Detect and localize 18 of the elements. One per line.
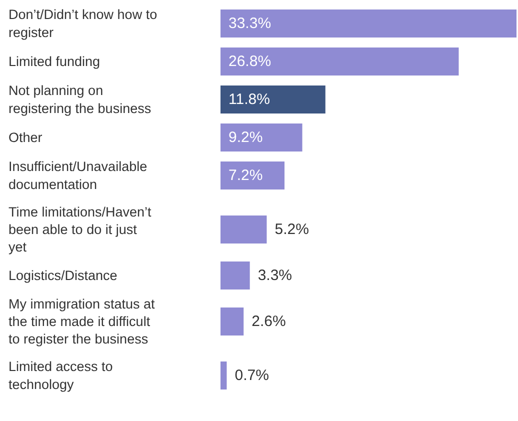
y-tick-label: Don’t/Didn’t know how to register [8, 7, 158, 40]
data-label: 2.6% [252, 313, 286, 330]
y-tick-label: Time limitations/Haven’t been able to do it just yet [8, 204, 152, 255]
y-tick-label: Insufficient/Unavailable documentation [8, 159, 148, 192]
data-label: 0.7% [234, 367, 269, 384]
data-label: 9.2% [228, 129, 263, 146]
y-tick-label: Other [8, 130, 43, 145]
y-tick-label: Limited access to technology [8, 359, 113, 392]
data-label: 7.2% [228, 167, 263, 184]
data-label: 11.8% [228, 91, 270, 108]
data-label: 33.3% [228, 15, 272, 32]
y-tick-label: Not planning on registering the business [8, 83, 152, 116]
y-tick-label: My immigration status at the time made it difficult to register the business [8, 296, 156, 347]
data-label: 26.8% [228, 53, 272, 70]
data-label: 3.3% [258, 267, 292, 284]
y-tick-label: Logistics/Distance [8, 268, 118, 283]
data-label: 5.2% [274, 221, 309, 238]
y-tick-label: Limited funding [8, 54, 100, 69]
